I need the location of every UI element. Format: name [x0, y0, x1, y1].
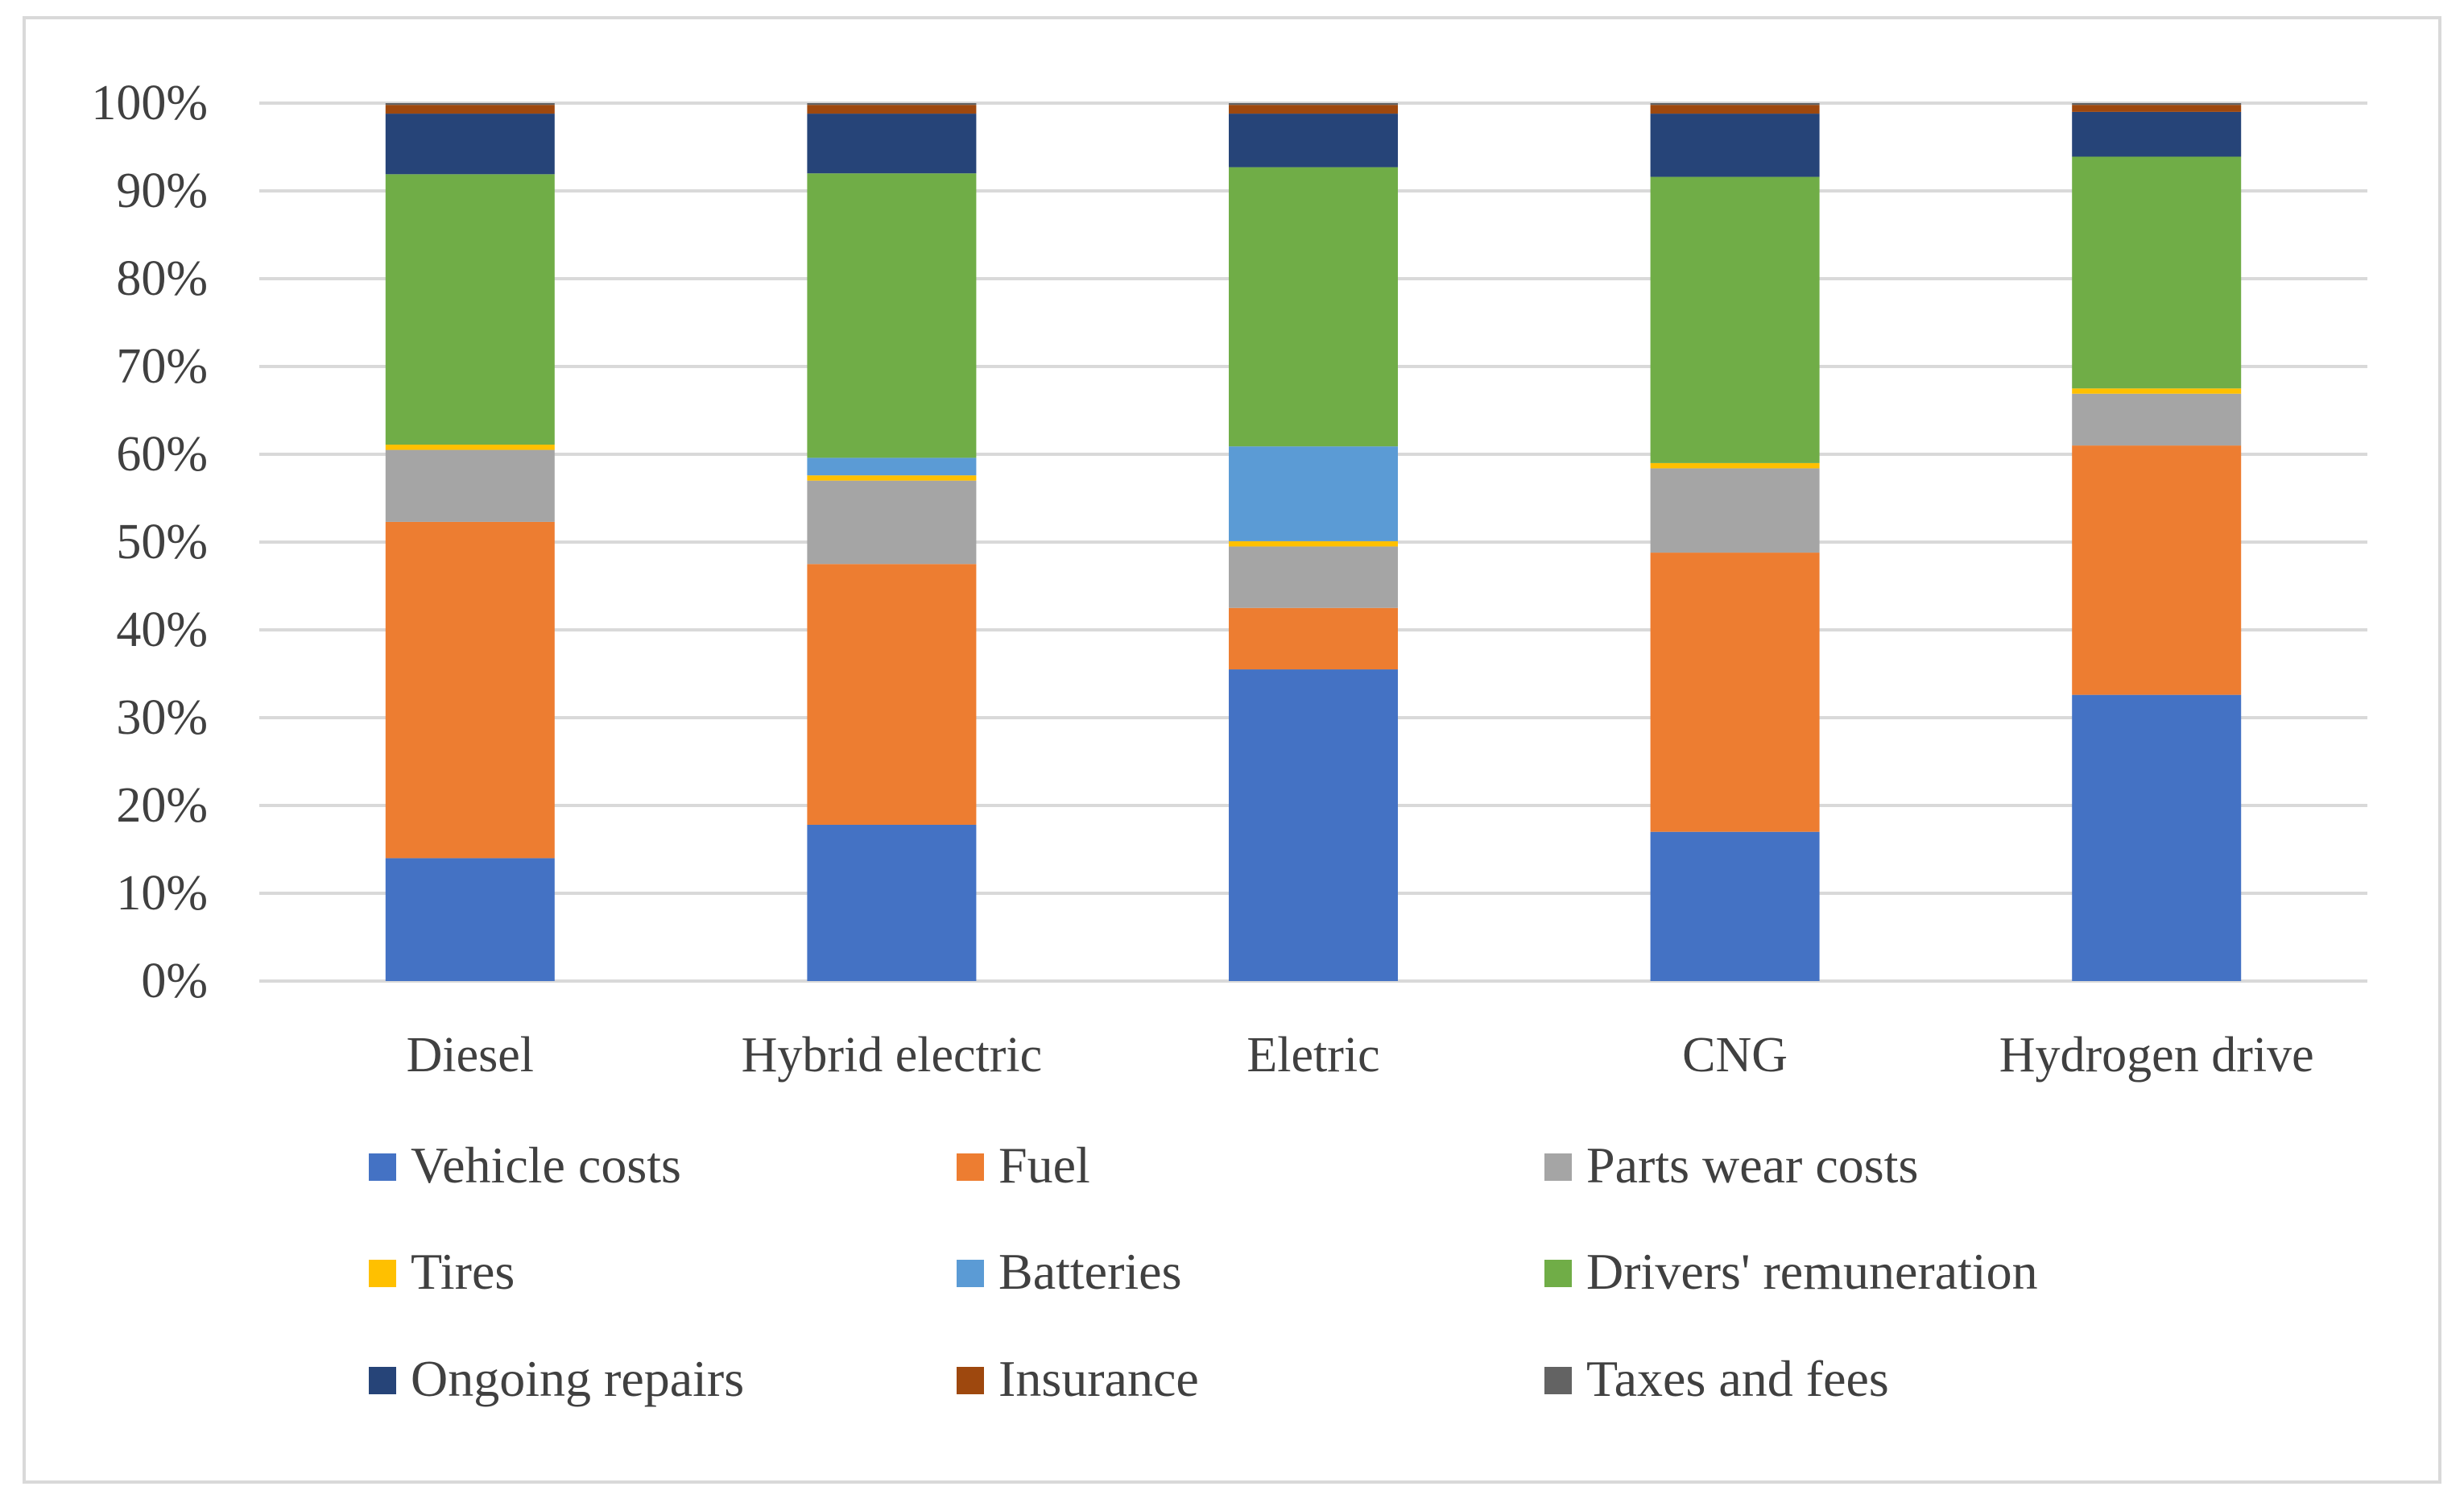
bar-segment — [807, 105, 977, 114]
legend-item: Parts wear costs — [1544, 1137, 1918, 1194]
legend-swatch — [1544, 1367, 1572, 1394]
legend-swatch — [957, 1260, 984, 1287]
legend-label: Ongoing repairs — [411, 1350, 744, 1407]
legend-item: Ongoing repairs — [369, 1350, 744, 1407]
bar-segment — [2072, 694, 2242, 981]
y-tick-label: 70% — [116, 339, 208, 394]
y-tick-label: 40% — [116, 602, 208, 657]
legend-label: Batteries — [998, 1243, 1181, 1300]
bar-segment — [1650, 468, 1820, 553]
legend-item: Fuel — [957, 1137, 1090, 1194]
y-tick-label: 30% — [116, 690, 208, 745]
bar-segment — [1229, 546, 1398, 608]
bar-segment — [807, 458, 977, 476]
bar-segment — [1650, 831, 1820, 981]
bar-segment — [1650, 105, 1820, 114]
bar-segment — [385, 105, 555, 114]
bar-segment — [385, 445, 555, 450]
legend-swatch — [957, 1153, 984, 1181]
legend-swatch — [1544, 1153, 1572, 1181]
bar-segment — [1229, 669, 1398, 981]
x-category-label: Eletric — [1246, 1028, 1379, 1083]
y-tick-label: 80% — [116, 251, 208, 306]
legend-swatch — [369, 1153, 396, 1181]
bar-segment — [1229, 607, 1398, 670]
legend-item: Taxes and fees — [1544, 1350, 1889, 1407]
bar-segment — [1650, 103, 1820, 106]
legend-label: Fuel — [998, 1137, 1090, 1194]
bar-segment — [385, 174, 555, 445]
bar-segment — [1229, 103, 1398, 106]
y-tick-label: 100% — [91, 76, 208, 130]
bar-segment — [1650, 176, 1820, 463]
bar-stack-1 — [807, 103, 977, 981]
legend-label: Tires — [411, 1243, 515, 1300]
bar-segment — [807, 480, 977, 565]
bar-segment — [1650, 462, 1820, 469]
bar-segment — [2072, 445, 2242, 695]
bar-segment — [385, 103, 555, 106]
bar-segment — [2072, 156, 2242, 389]
bar-segment — [2072, 388, 2242, 394]
x-category-label: Hybrid electric — [742, 1028, 1043, 1083]
bar-stack-3 — [1650, 103, 1820, 981]
legend-label: Parts wear costs — [1586, 1137, 1918, 1194]
legend-label: Taxes and fees — [1586, 1350, 1889, 1407]
legend-item: Batteries — [957, 1243, 1181, 1300]
legend-label: Insurance — [998, 1350, 1199, 1407]
bar-segment — [385, 521, 555, 859]
legend-swatch — [957, 1367, 984, 1394]
bar-segment — [1229, 105, 1398, 114]
x-category-label: Diesel — [407, 1028, 534, 1083]
y-tick-label: 60% — [116, 427, 208, 482]
y-tick-label: 90% — [116, 164, 208, 218]
bar-stacks — [385, 103, 2242, 981]
bar-segment — [1229, 167, 1398, 447]
legend-item: Drivers' remuneration — [1544, 1243, 2038, 1300]
legend-item: Vehicle costs — [369, 1137, 681, 1194]
bar-segment — [807, 475, 977, 481]
bar-segment — [385, 449, 555, 522]
bar-stack-4 — [2072, 103, 2242, 981]
bar-segment — [807, 173, 977, 458]
bar-segment — [807, 103, 977, 106]
bar-segment — [807, 114, 977, 174]
bar-segment — [2072, 103, 2242, 106]
bar-segment — [1229, 540, 1398, 547]
bar-segment — [1229, 114, 1398, 168]
bar-segment — [807, 564, 977, 825]
bar-segment — [1650, 553, 1820, 832]
bar-stack-0 — [385, 103, 555, 981]
legend: Vehicle costs Fuel Parts wear costs Tires Ba… — [369, 1137, 2038, 1407]
legend-label: Drivers' remuneration — [1586, 1243, 2038, 1300]
bar-segment — [1650, 114, 1820, 177]
y-tick-label: 10% — [116, 866, 208, 921]
y-tick-label: 20% — [116, 778, 208, 833]
legend-swatch — [1544, 1260, 1572, 1287]
x-category-label: Hydrogen drive — [1999, 1028, 2314, 1083]
bar-segment — [385, 114, 555, 175]
x-axis-categories: Diesel Hybrid electric Eletric CNG Hydrogen … — [407, 1028, 2314, 1083]
bar-segment — [1229, 446, 1398, 541]
bar-segment — [2072, 111, 2242, 157]
y-axis-ticks: 0% 10% 20% 30% 40% 50% 60% 70% 80% 90% 100% — [91, 76, 208, 1008]
legend-swatch — [369, 1367, 396, 1394]
bar-segment — [2072, 105, 2242, 112]
y-tick-label: 50% — [116, 515, 208, 569]
bar-segment — [2072, 393, 2242, 446]
x-category-label: CNG — [1682, 1028, 1788, 1083]
bar-segment — [385, 858, 555, 981]
y-tick-label: 0% — [141, 954, 208, 1008]
legend-swatch — [369, 1260, 396, 1287]
legend-item: Tires — [369, 1243, 515, 1300]
bar-segment — [807, 824, 977, 981]
legend-label: Vehicle costs — [411, 1137, 681, 1194]
legend-item: Insurance — [957, 1350, 1199, 1407]
bar-stack-2 — [1229, 103, 1398, 981]
